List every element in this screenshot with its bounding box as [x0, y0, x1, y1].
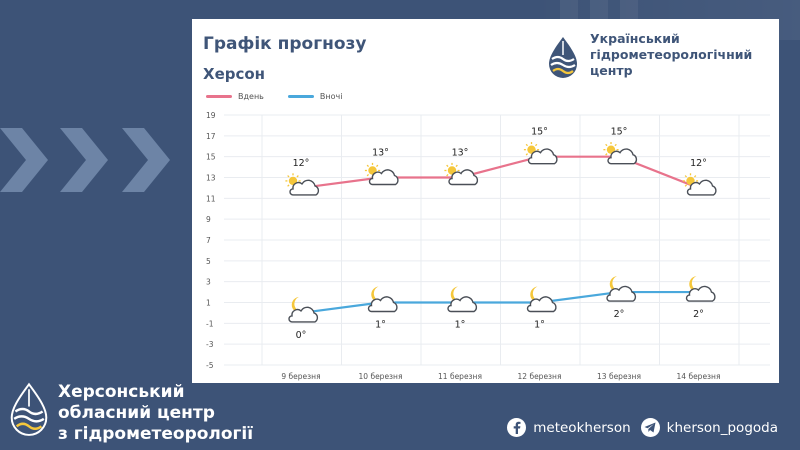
day-temp-label: 15° — [611, 127, 628, 138]
x-tick-label: 12 березня — [518, 372, 562, 381]
cloud-icon — [289, 179, 320, 196]
night-temp-label: 1° — [534, 320, 545, 331]
day-series-line — [300, 155, 699, 190]
night-temp-label: 1° — [375, 320, 386, 331]
city-name: Херсон — [203, 65, 266, 83]
legend-day-swatch — [206, 94, 232, 98]
cloud-icon — [447, 296, 478, 313]
y-tick-label: 13 — [206, 174, 216, 183]
y-tick-label: 3 — [206, 278, 211, 287]
y-tick-label: 1 — [206, 299, 211, 308]
hydromet-logo-icon — [549, 37, 577, 78]
x-tick-label: 11 березня — [438, 372, 482, 381]
moon-cloud-icon — [367, 286, 398, 313]
moon-cloud-icon — [288, 296, 319, 323]
telegram-handle: kherson_pogoda — [666, 419, 778, 436]
brand-block: Український гідрометеорологічний центр — [546, 29, 774, 89]
brand-line-2: гідрометеорологічний — [590, 47, 753, 62]
night-temp-label: 1° — [455, 320, 466, 331]
forecast-chart: 19 17 15 13 11 9 7 5 3 1 -1 -3 -5 9 березня 10 березня… — [206, 111, 770, 381]
chart-legend: Вдень Вночі — [206, 90, 342, 102]
cloud-icon — [527, 148, 558, 165]
footer-org-line-1: Херсонський — [58, 382, 185, 402]
moon-icon — [450, 286, 464, 303]
x-tick-label: 14 березня — [677, 372, 721, 381]
day-temp-label: 13° — [372, 148, 389, 159]
cloud-icon — [288, 306, 319, 323]
cloud-icon — [368, 169, 399, 186]
sun-cloud-icon — [682, 173, 717, 196]
footer-org-line-2: обласний центр — [58, 403, 215, 423]
moon-cloud-icon — [606, 276, 637, 302]
chevron-icon — [60, 128, 108, 192]
x-tick-label: 10 березня — [359, 372, 403, 381]
sun-cloud-icon — [444, 162, 479, 186]
sun-cloud-icon — [364, 162, 399, 186]
cloud-icon — [526, 296, 557, 313]
chevron-icon — [122, 128, 170, 192]
day-temp-label: 13° — [452, 148, 469, 159]
telegram-icon — [640, 418, 660, 437]
y-tick-label: 5 — [206, 257, 211, 266]
y-tick-label: 17 — [206, 132, 216, 141]
x-tick-label: 9 березня — [281, 372, 320, 381]
sun-cloud-icon — [285, 173, 320, 196]
moon-cloud-icon — [685, 276, 716, 302]
facebook-handle: meteokherson — [533, 419, 631, 436]
moon-icon — [530, 286, 544, 303]
legend-day-label: Вдень — [238, 91, 264, 101]
brand-line-3: центр — [590, 63, 633, 78]
cloud-icon — [606, 285, 637, 302]
night-temp-label: 2° — [614, 309, 625, 320]
y-tick-label: 9 — [206, 215, 211, 224]
footer-organization: Херсонський обласний центр з гідрометеор… — [58, 382, 253, 445]
moon-icon — [609, 276, 623, 293]
moon-cloud-icon — [447, 286, 478, 313]
sun-cloud-icon — [523, 142, 558, 165]
chevron-decoration — [0, 128, 192, 192]
moon-icon — [291, 296, 305, 313]
social-links: meteokherson kherson_pogoda — [507, 418, 778, 437]
sun-cloud-icon — [603, 142, 638, 165]
day-temp-label: 15° — [531, 127, 548, 138]
legend-night-label: Вночі — [319, 91, 343, 101]
facebook-icon — [507, 418, 527, 437]
night-temp-label: 0° — [296, 330, 307, 341]
night-temp-label: 2° — [693, 309, 704, 320]
y-tick-label: -5 — [206, 361, 214, 370]
y-tick-label: 11 — [206, 194, 216, 203]
x-tick-label: 13 березня — [597, 372, 641, 381]
y-tick-label: 7 — [206, 236, 211, 245]
cloud-icon — [686, 179, 717, 196]
cloud-icon — [448, 169, 479, 186]
moon-cloud-icon — [526, 286, 557, 313]
forecast-card: Графік прогнозу Херсон Вдень Вночі Украї… — [192, 19, 779, 383]
day-temp-label: 12° — [690, 158, 707, 169]
y-tick-label: -1 — [206, 319, 214, 328]
brand-line-1: Український — [590, 31, 680, 46]
chevron-icon — [0, 128, 48, 192]
legend-night-swatch — [287, 94, 314, 98]
day-temp-label: 12° — [293, 158, 310, 169]
moon-icon — [371, 286, 385, 303]
cloud-icon — [607, 148, 638, 165]
y-tick-label: 15 — [206, 153, 216, 162]
cloud-icon — [685, 285, 716, 302]
footer-logo-icon — [10, 382, 48, 436]
facebook-link[interactable]: meteokherson — [507, 418, 631, 437]
y-tick-label: -3 — [206, 340, 214, 349]
moon-icon — [689, 276, 703, 293]
cloud-icon — [367, 296, 398, 313]
telegram-link[interactable]: kherson_pogoda — [640, 418, 778, 437]
footer-org-line-3: з гідрометеорології — [58, 424, 254, 444]
sun-icon — [444, 162, 460, 179]
card-title: Графік прогнозу — [203, 34, 367, 54]
y-tick-label: 19 — [206, 111, 216, 120]
